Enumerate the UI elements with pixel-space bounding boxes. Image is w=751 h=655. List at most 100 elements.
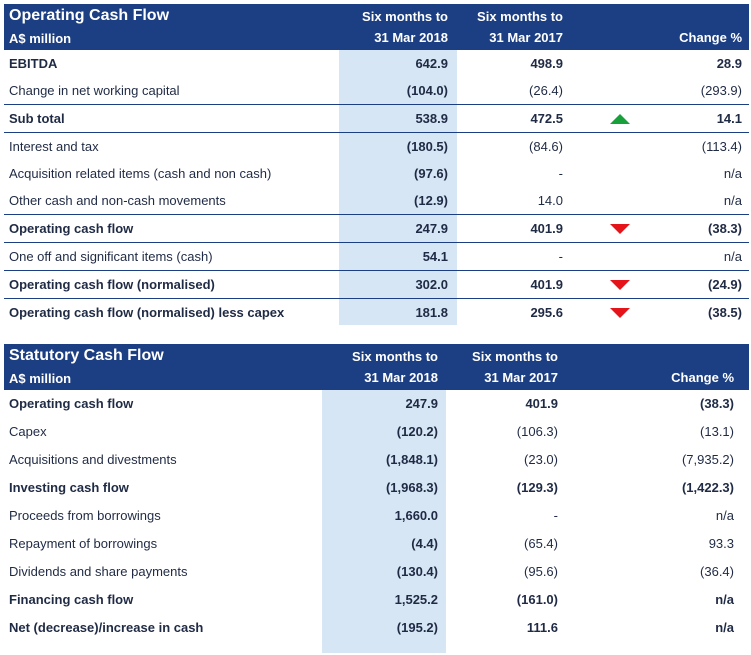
statutory-cash-flow-table: Statutory Cash Flow A$ million Six month… bbox=[4, 344, 749, 653]
value-current: 538.9 bbox=[415, 111, 448, 126]
table-row: Change in net working capital (104.0) (26.… bbox=[4, 77, 749, 104]
row-label: Operating cash flow (normalised) less ca… bbox=[9, 305, 285, 320]
value-prior: (84.6) bbox=[529, 139, 563, 154]
col-header-prior-line1: Six months to bbox=[477, 9, 563, 24]
value-current: 181.8 bbox=[415, 305, 448, 320]
value-change: (36.4) bbox=[700, 564, 734, 579]
value-prior: (23.0) bbox=[524, 452, 558, 467]
value-change: (7,935.2) bbox=[681, 452, 734, 467]
row-label: Operating cash flow bbox=[9, 221, 134, 236]
value-change: n/a bbox=[715, 592, 734, 607]
col-header-prior-line1: Six months to bbox=[472, 349, 558, 364]
value-prior: (95.6) bbox=[524, 564, 558, 579]
row-label: Acquisition related items (cash and non … bbox=[9, 166, 272, 181]
value-prior: (161.0) bbox=[516, 592, 558, 607]
triangle-down-icon bbox=[610, 224, 630, 234]
value-prior: 472.5 bbox=[530, 111, 563, 126]
current-period-highlight bbox=[322, 390, 446, 653]
value-current: (4.4) bbox=[411, 536, 438, 551]
row-label: Other cash and non-cash movements bbox=[9, 193, 226, 208]
table-row: Sub total 538.9 472.5 14.1 bbox=[4, 104, 749, 132]
table-header: Statutory Cash Flow A$ million Six month… bbox=[4, 344, 749, 390]
value-change: n/a bbox=[723, 193, 742, 208]
value-current: (120.2) bbox=[396, 424, 438, 439]
table-title: Operating Cash Flow bbox=[9, 7, 170, 24]
col-header-prior-line2: 31 Mar 2017 bbox=[489, 30, 563, 45]
row-label: One off and significant items (cash) bbox=[9, 249, 213, 264]
table-row: Financing cash flow 1,525.2 (161.0) n/a bbox=[4, 586, 749, 614]
value-prior: (129.3) bbox=[516, 480, 558, 495]
value-change: (38.5) bbox=[708, 305, 742, 320]
table-row: EBITDA 642.9 498.9 28.9 bbox=[4, 50, 749, 77]
row-label: Sub total bbox=[9, 111, 65, 126]
row-label: Operating cash flow bbox=[9, 396, 134, 411]
table-units: A$ million bbox=[9, 371, 72, 386]
value-change: (38.3) bbox=[708, 221, 742, 236]
current-period-highlight bbox=[339, 50, 457, 325]
value-change: (1,422.3) bbox=[681, 480, 734, 495]
value-prior: - bbox=[553, 508, 558, 523]
table-row: Operating cash flow (normalised) less ca… bbox=[4, 298, 749, 326]
triangle-up-icon bbox=[610, 114, 630, 124]
table-row: Interest and tax (180.5) (84.6) (113.4) bbox=[4, 132, 749, 160]
row-label: Investing cash flow bbox=[9, 480, 129, 495]
table-row: Operating cash flow (normalised) 302.0 401… bbox=[4, 270, 749, 298]
row-label: Dividends and share payments bbox=[9, 564, 188, 579]
col-header-current-line2: 31 Mar 2018 bbox=[364, 370, 438, 385]
value-current: 247.9 bbox=[405, 396, 438, 411]
value-current: 54.1 bbox=[422, 249, 448, 264]
value-current: 1,660.0 bbox=[394, 508, 438, 523]
table-row: Operating cash flow 247.9 401.9 (38.3) bbox=[4, 390, 749, 418]
value-current: (180.5) bbox=[406, 139, 448, 154]
table-row: Proceeds from borrowings 1,660.0 - n/a bbox=[4, 502, 749, 530]
row-label: Net (decrease)/increase in cash bbox=[9, 620, 204, 635]
value-current: (1,968.3) bbox=[385, 480, 438, 495]
table-row: Repayment of borrowings (4.4) (65.4) 93.3 bbox=[4, 530, 749, 558]
value-change: 28.9 bbox=[716, 56, 742, 71]
value-current: 642.9 bbox=[415, 56, 448, 71]
table-row: Investing cash flow (1,968.3) (129.3) (1,42… bbox=[4, 474, 749, 502]
value-prior: (65.4) bbox=[524, 536, 558, 551]
value-change: n/a bbox=[723, 166, 742, 181]
triangle-down-icon bbox=[610, 280, 630, 290]
value-current: (12.9) bbox=[414, 193, 448, 208]
value-current: (195.2) bbox=[396, 620, 438, 635]
col-header-prior-line2: 31 Mar 2017 bbox=[484, 370, 558, 385]
row-label: Financing cash flow bbox=[9, 592, 134, 607]
table-units: A$ million bbox=[9, 31, 72, 46]
col-header-current-line2: 31 Mar 2018 bbox=[374, 30, 448, 45]
value-prior: 401.9 bbox=[525, 396, 558, 411]
value-change: n/a bbox=[715, 508, 734, 523]
operating-cash-flow-table: Operating Cash Flow A$ million Six month… bbox=[4, 4, 749, 326]
value-change: (13.1) bbox=[700, 424, 734, 439]
table-row: Acquisitions and divestments (1,848.1) (23… bbox=[4, 446, 749, 474]
value-current: (97.6) bbox=[414, 166, 448, 181]
value-prior: 401.9 bbox=[530, 221, 563, 236]
row-label: EBITDA bbox=[9, 56, 58, 71]
table-body: EBITDA 642.9 498.9 28.9 Change in net workin… bbox=[4, 50, 749, 326]
value-prior: 401.9 bbox=[530, 277, 563, 292]
value-current: (1,848.1) bbox=[385, 452, 438, 467]
value-current: 302.0 bbox=[415, 277, 448, 292]
table-row: One off and significant items (cash) 54.1… bbox=[4, 242, 749, 270]
value-prior: 14.0 bbox=[537, 193, 563, 208]
value-change: n/a bbox=[715, 620, 734, 635]
row-label: Proceeds from borrowings bbox=[9, 508, 161, 523]
table-body: Operating cash flow 247.9 401.9 (38.3) Capex… bbox=[4, 390, 749, 642]
col-header-change: Change % bbox=[671, 370, 734, 385]
value-prior: 295.6 bbox=[530, 305, 563, 320]
value-change: (113.4) bbox=[701, 139, 742, 154]
table-title: Statutory Cash Flow bbox=[9, 347, 164, 364]
row-label: Interest and tax bbox=[9, 139, 99, 154]
table-row: Operating cash flow 247.9 401.9 (38.3) bbox=[4, 214, 749, 242]
table-row: Dividends and share payments (130.4) (95.6… bbox=[4, 558, 749, 586]
table-header: Operating Cash Flow A$ million Six month… bbox=[4, 4, 749, 50]
table-row: Capex (120.2) (106.3) (13.1) bbox=[4, 418, 749, 446]
value-current: (104.0) bbox=[406, 83, 448, 98]
row-label: Acquisitions and divestments bbox=[9, 452, 177, 467]
col-header-current-line1: Six months to bbox=[352, 349, 438, 364]
row-label: Repayment of borrowings bbox=[9, 536, 158, 551]
value-change: (38.3) bbox=[700, 396, 734, 411]
value-prior: (26.4) bbox=[529, 83, 563, 98]
row-label: Capex bbox=[9, 424, 47, 439]
